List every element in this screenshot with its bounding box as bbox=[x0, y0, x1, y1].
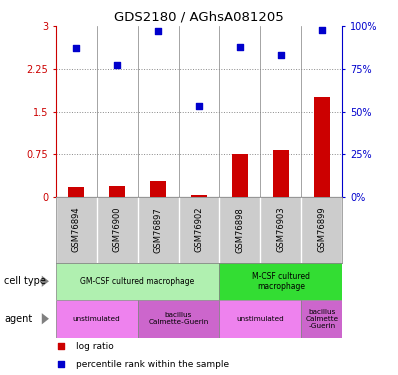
Text: unstimulated: unstimulated bbox=[236, 316, 284, 322]
Text: GSM76900: GSM76900 bbox=[113, 207, 122, 252]
Bar bbox=[191, 195, 207, 197]
Bar bbox=[232, 154, 248, 197]
Bar bbox=[314, 98, 330, 197]
Point bbox=[319, 27, 325, 33]
Bar bbox=[56, 262, 219, 300]
Bar bbox=[150, 181, 166, 197]
Point bbox=[73, 45, 79, 51]
Bar bbox=[138, 300, 219, 338]
Text: GSM76894: GSM76894 bbox=[72, 207, 81, 252]
Text: log ratio: log ratio bbox=[76, 342, 113, 351]
Text: unstimulated: unstimulated bbox=[73, 316, 121, 322]
Bar bbox=[301, 300, 342, 338]
Text: GSM76902: GSM76902 bbox=[195, 207, 203, 252]
Text: M-CSF cultured
macrophage: M-CSF cultured macrophage bbox=[252, 272, 310, 291]
Point bbox=[278, 52, 284, 58]
Text: bacillus
Calmette
-Guerin: bacillus Calmette -Guerin bbox=[305, 309, 338, 329]
Text: GSM76899: GSM76899 bbox=[317, 207, 326, 252]
Text: agent: agent bbox=[4, 314, 32, 324]
Bar bbox=[273, 150, 289, 197]
Bar bbox=[68, 187, 84, 197]
Title: GDS2180 / AGhsA081205: GDS2180 / AGhsA081205 bbox=[114, 11, 284, 24]
Text: cell type: cell type bbox=[4, 276, 46, 286]
Point bbox=[58, 344, 64, 350]
Bar bbox=[109, 186, 125, 197]
Point bbox=[155, 28, 161, 34]
Text: GSM76897: GSM76897 bbox=[154, 207, 162, 253]
Bar bbox=[219, 300, 301, 338]
Point bbox=[196, 104, 202, 110]
Point bbox=[237, 44, 243, 50]
Text: percentile rank within the sample: percentile rank within the sample bbox=[76, 360, 229, 369]
Point bbox=[58, 361, 64, 367]
Text: GM-CSF cultured macrophage: GM-CSF cultured macrophage bbox=[80, 277, 195, 286]
Bar bbox=[56, 300, 138, 338]
Point bbox=[114, 63, 120, 69]
Text: bacillus
Calmette-Guerin: bacillus Calmette-Guerin bbox=[148, 312, 209, 325]
Bar bbox=[219, 262, 342, 300]
Text: GSM76903: GSM76903 bbox=[276, 207, 285, 252]
Text: GSM76898: GSM76898 bbox=[236, 207, 244, 253]
